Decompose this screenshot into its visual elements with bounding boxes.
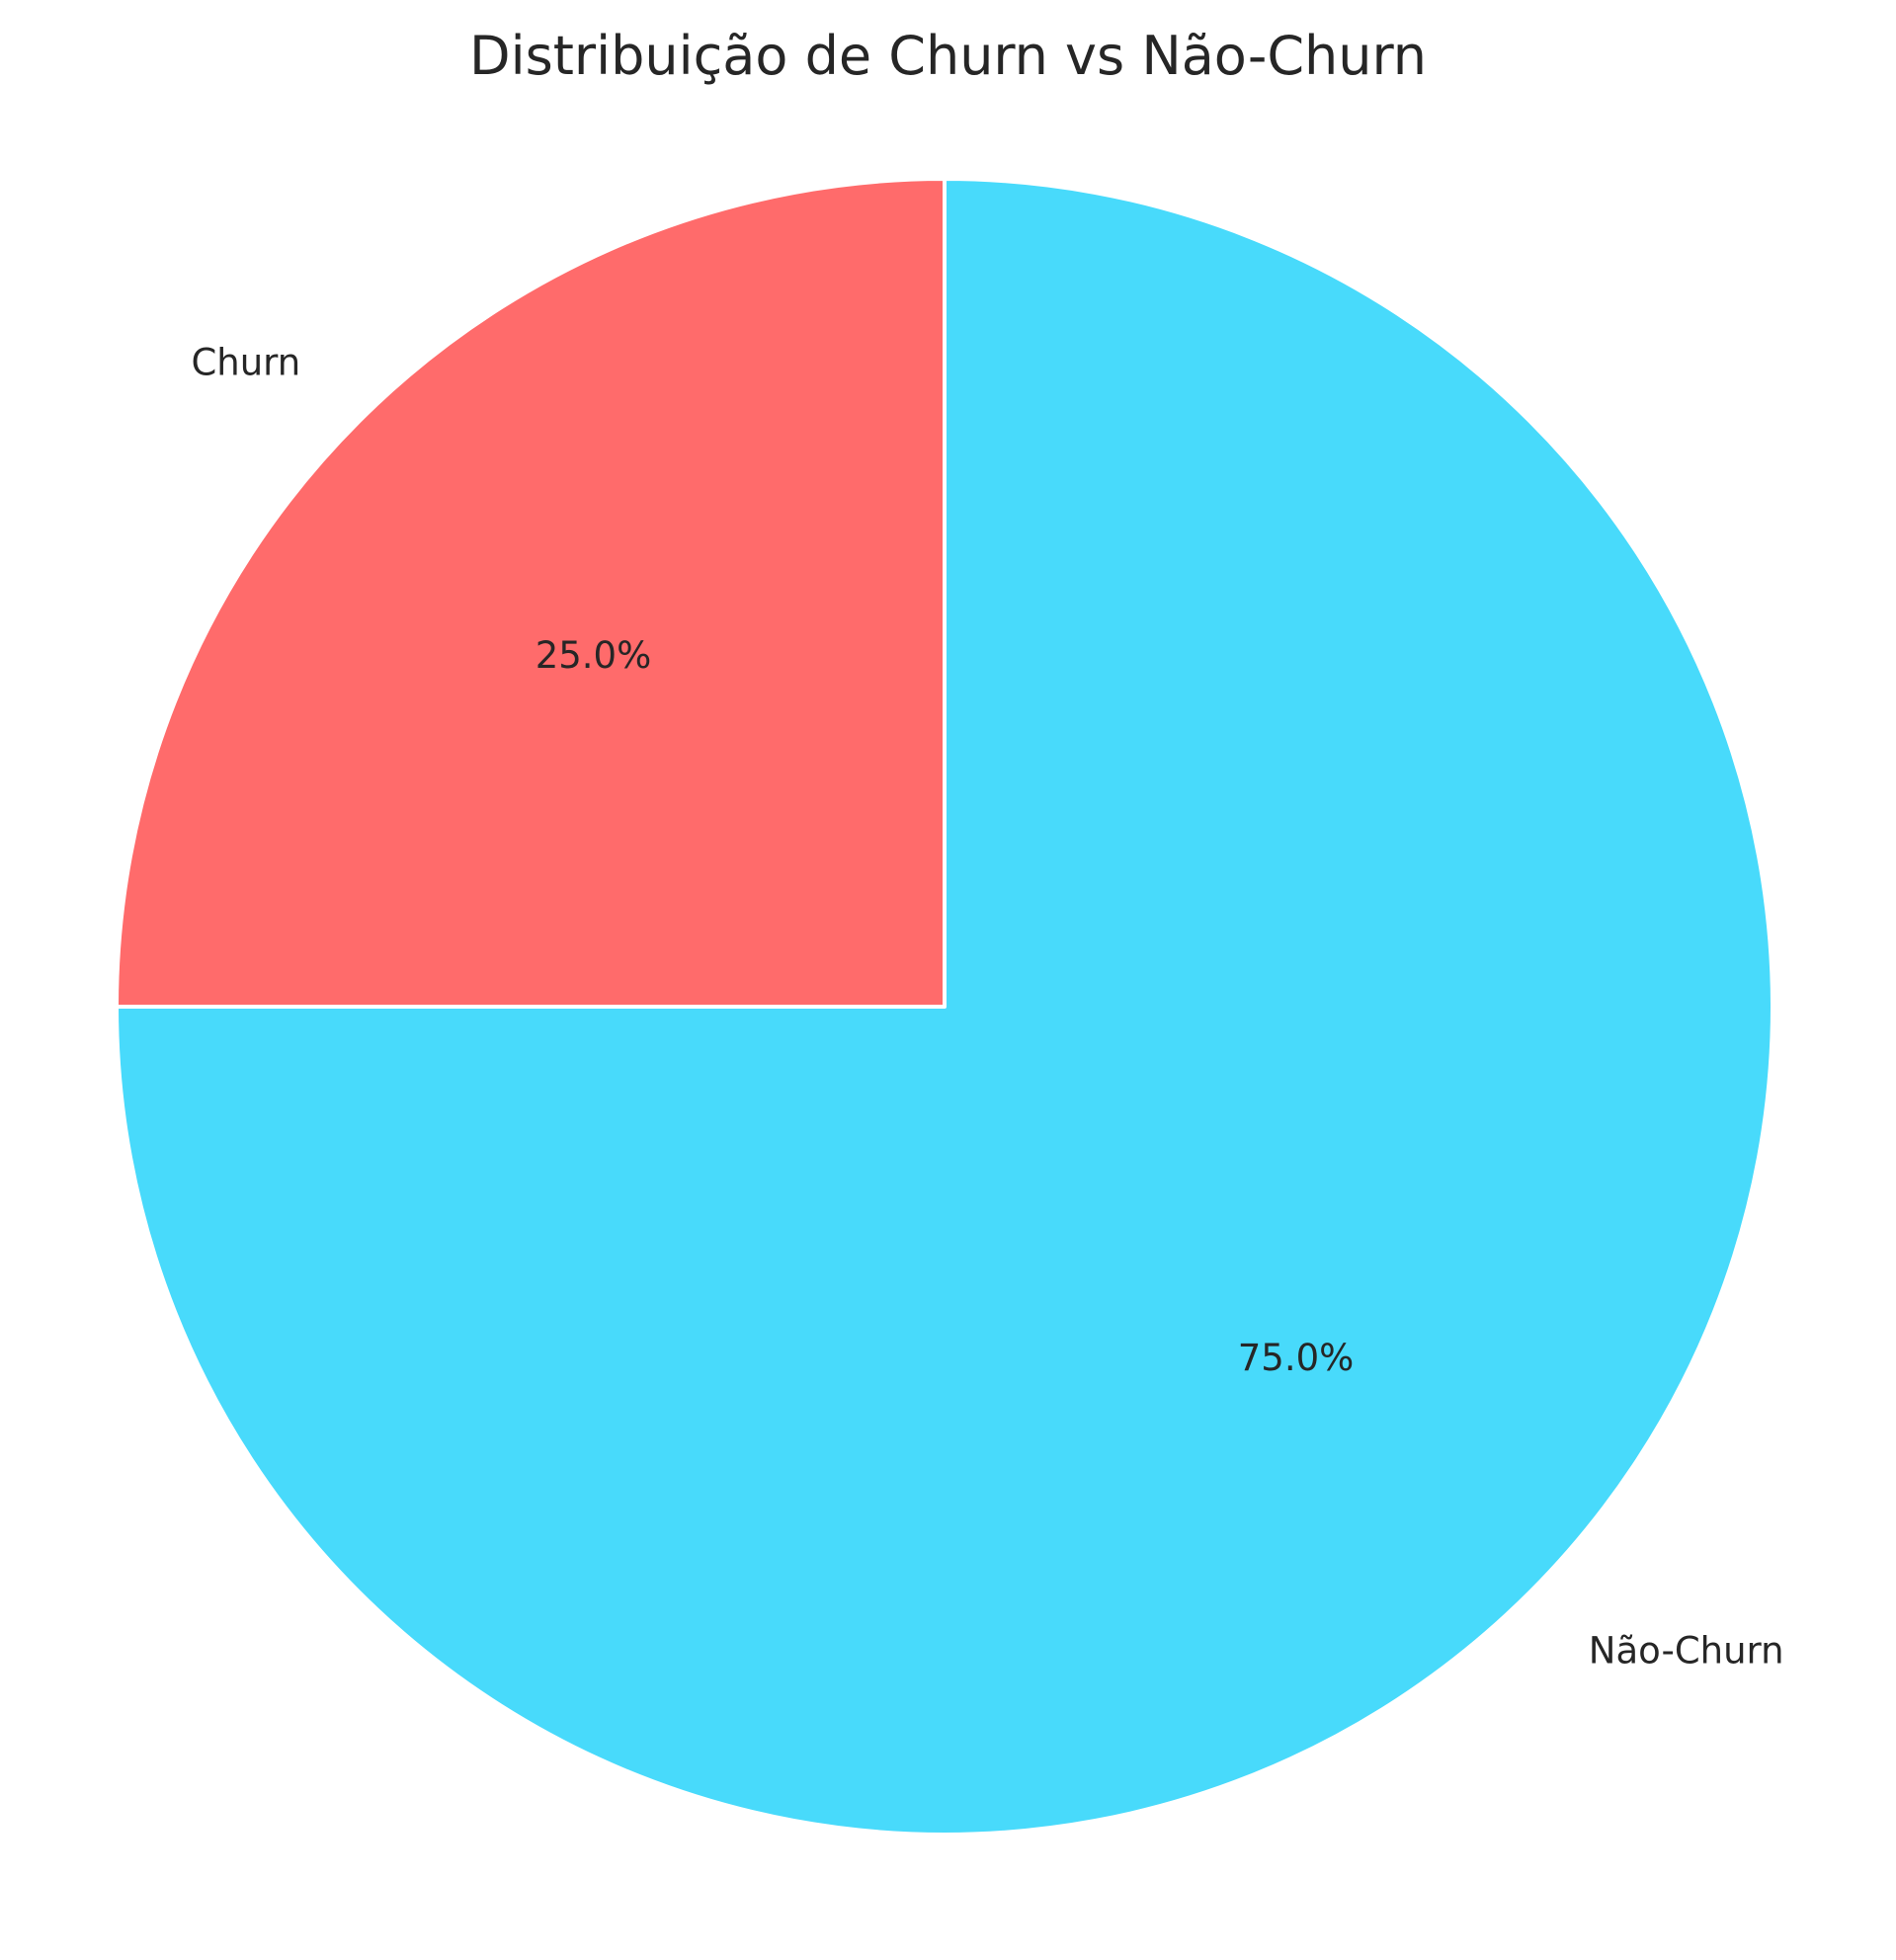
pie-labels: Churn 25.0% Não-Churn 75.0%: [191, 342, 1783, 1673]
slice-percentage-nao-churn: 75.0%: [1238, 1337, 1355, 1379]
pie-slice-churn: [115, 177, 947, 1009]
slice-percentage-churn: 25.0%: [536, 634, 652, 677]
pie-slices: [115, 177, 1774, 1837]
pie-slice-nao-churn: [115, 177, 1774, 1837]
slice-label-churn: Churn: [191, 342, 300, 384]
slice-label-nao-churn: Não-Churn: [1589, 1629, 1784, 1672]
chart-title: Distribuição de Churn vs Não-Churn: [469, 25, 1427, 87]
